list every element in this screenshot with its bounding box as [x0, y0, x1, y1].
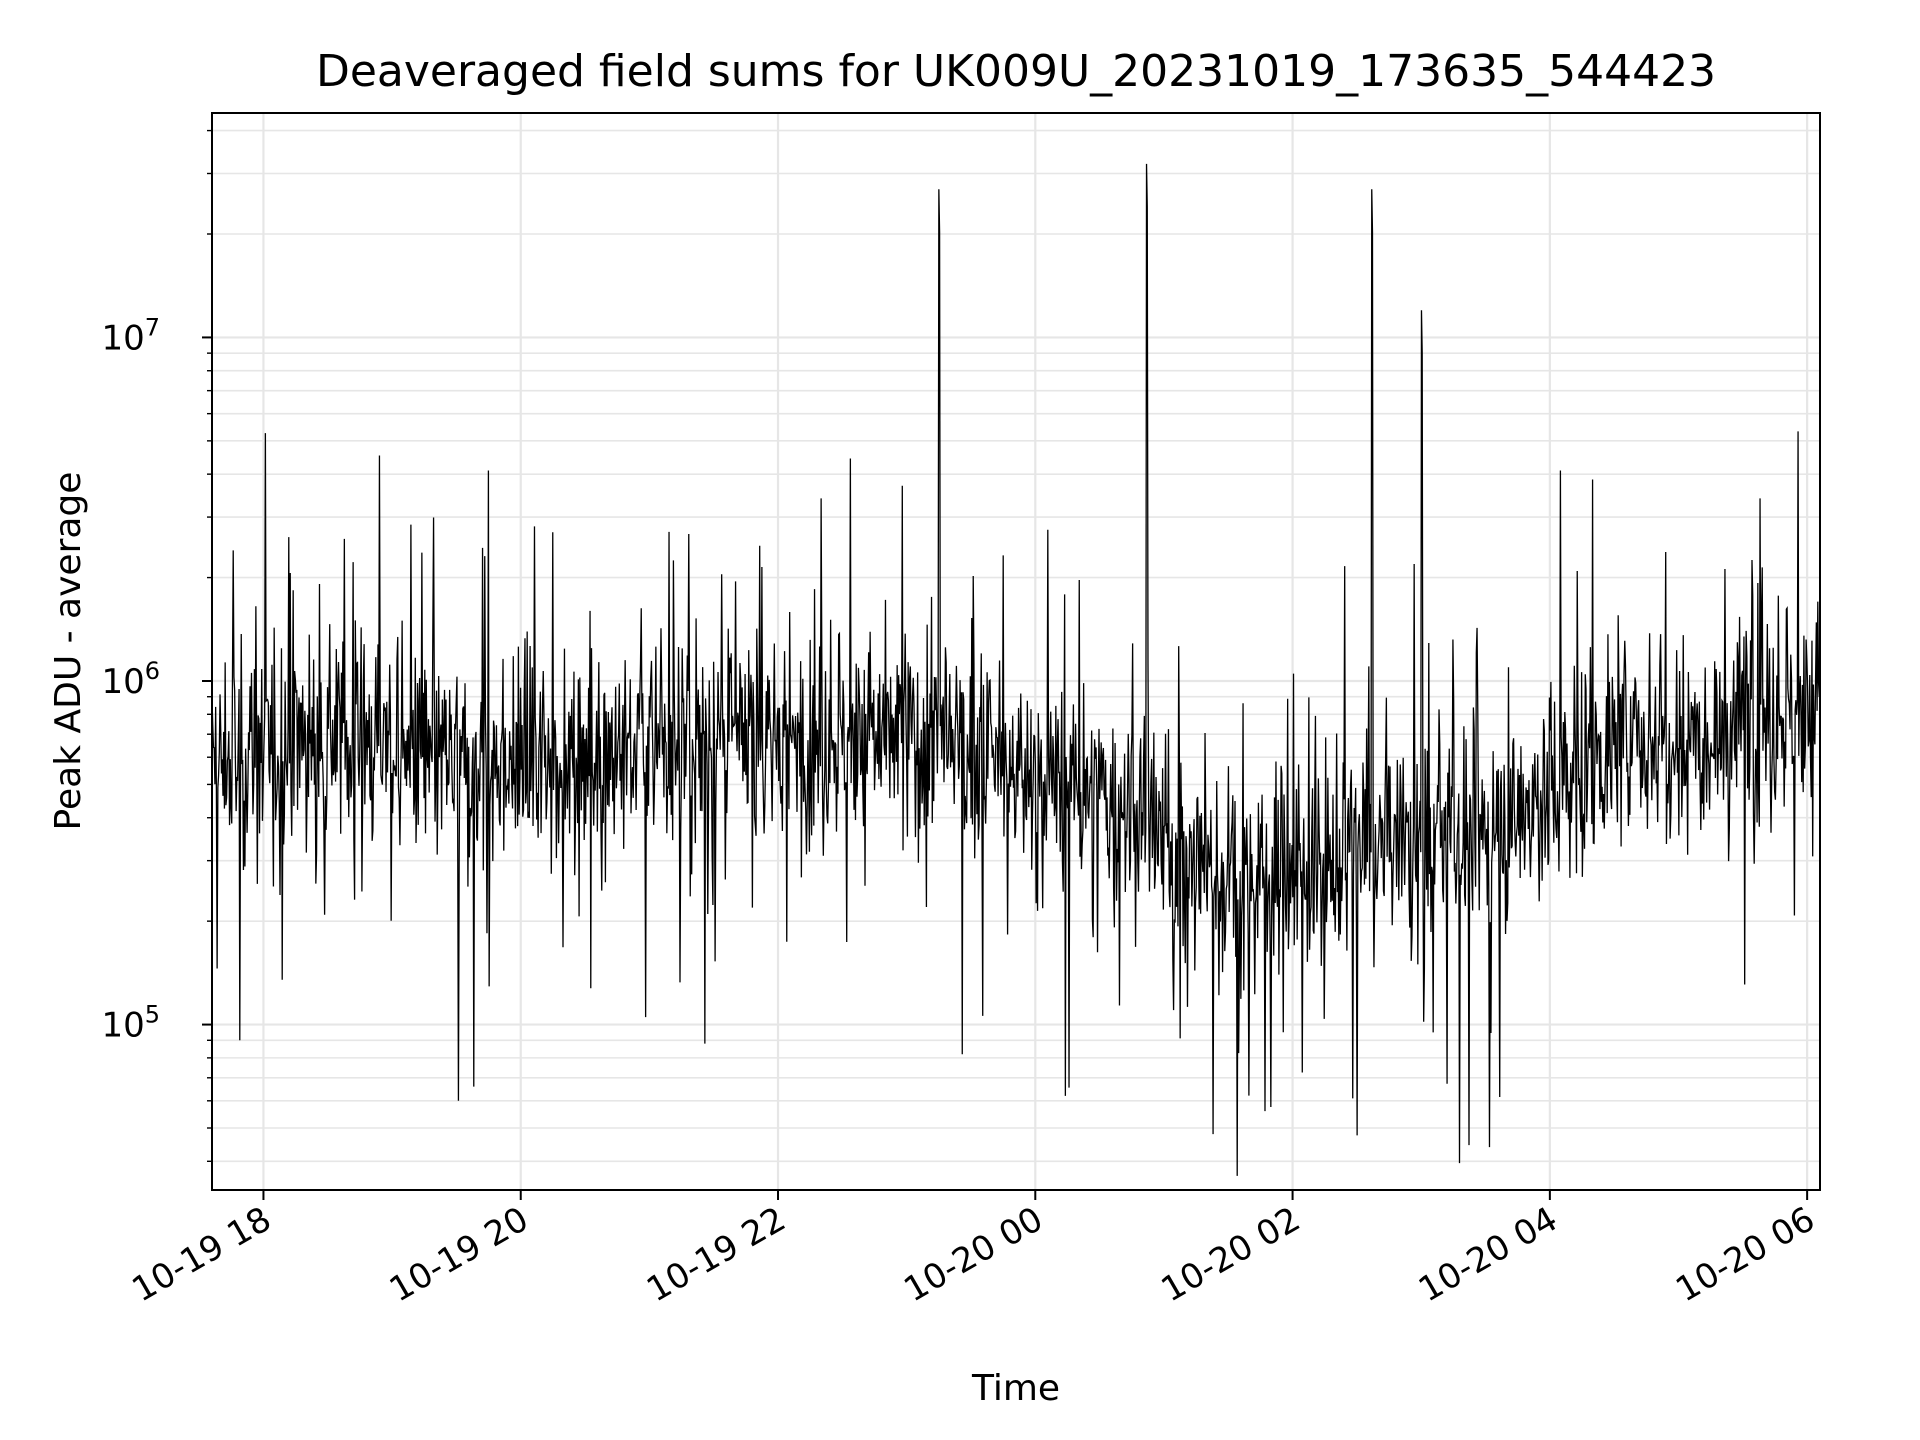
y-tick-label: 105: [101, 1001, 160, 1046]
x-axis-label: Time: [971, 1368, 1060, 1409]
y-tick-label: 107: [101, 313, 160, 358]
series-layer: [212, 163, 1820, 1176]
y-axis-label: Peak ADU - average: [48, 472, 89, 831]
plot-frame: [211, 112, 1821, 1191]
y-tick-label: 106: [101, 657, 160, 702]
axis-ticks: [202, 129, 1809, 1200]
series-line: [212, 163, 1820, 1176]
plot-area: [212, 163, 1820, 1176]
chart-title: Deaveraged field sums for UK009U_2023101…: [316, 46, 1716, 97]
